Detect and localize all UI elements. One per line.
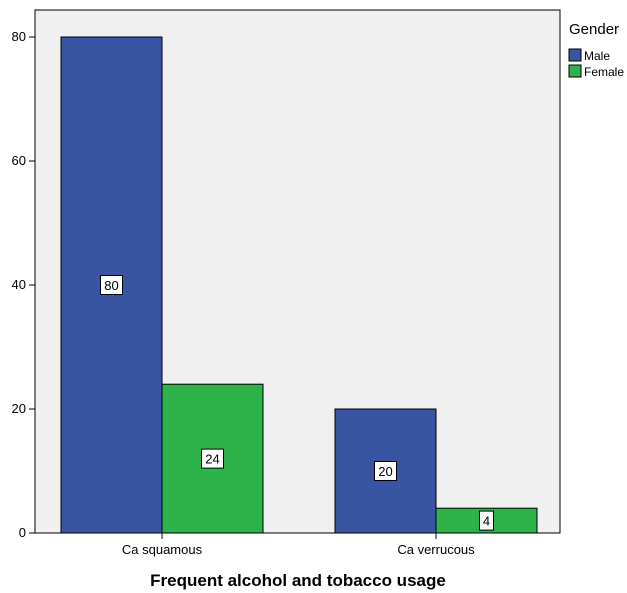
data-label-text: 4 — [483, 514, 490, 529]
y-tick-label: 20 — [12, 401, 26, 416]
data-labels: 80 24 20 4 — [100, 275, 494, 531]
x-axis: Ca squamous Ca verrucous — [122, 533, 475, 557]
x-tick-label: Ca verrucous — [397, 542, 475, 557]
data-label: 20 — [374, 461, 397, 481]
data-label-box — [479, 510, 494, 531]
legend-label-male: Male — [584, 49, 610, 63]
y-tick-label: 60 — [12, 153, 26, 168]
data-label-box — [201, 448, 224, 469]
legend-title: Gender — [569, 21, 619, 38]
y-tick-label: 40 — [12, 277, 26, 292]
data-label-box — [374, 461, 397, 481]
bars — [60, 36, 538, 534]
data-label: 4 — [479, 510, 494, 531]
legend-swatch-male — [568, 48, 582, 62]
x-axis-label: Frequent alcohol and tobacco usage — [150, 571, 446, 590]
data-label-text: 80 — [104, 278, 118, 293]
y-tick-label: 80 — [12, 29, 26, 44]
y-axis: 0 20 40 60 80 — [12, 29, 35, 540]
data-label: 80 — [100, 275, 123, 295]
y-tick-label: 0 — [19, 525, 26, 540]
legend-swatch-female — [568, 64, 582, 78]
data-label: 24 — [201, 448, 224, 469]
x-tick-label: Ca squamous — [122, 542, 203, 557]
data-label-text: 24 — [205, 452, 219, 467]
data-label-text: 20 — [378, 464, 392, 479]
data-label-box — [100, 275, 123, 295]
legend-label-female: Female — [584, 65, 624, 79]
legend: Gender Male Female — [568, 21, 624, 79]
